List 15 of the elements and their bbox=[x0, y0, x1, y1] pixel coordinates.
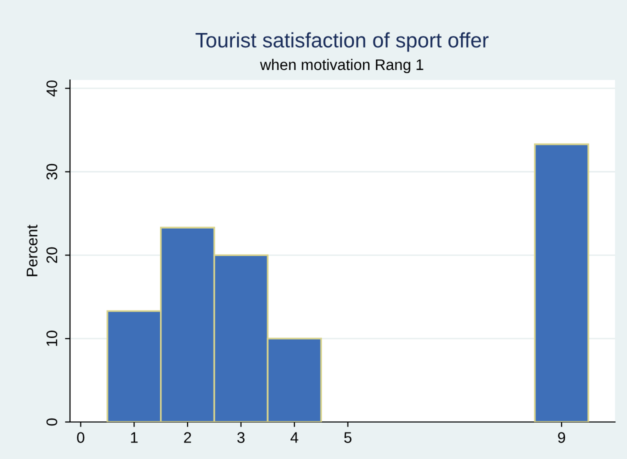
x-tick-label: 2 bbox=[184, 432, 192, 443]
x-tick-label: 9 bbox=[558, 432, 566, 443]
x-tick-label: 5 bbox=[344, 432, 352, 443]
y-tick-label: 20 bbox=[46, 247, 58, 263]
y-tick-label: 40 bbox=[46, 80, 58, 96]
y-tick-label: 10 bbox=[46, 330, 58, 346]
x-tick-label: 4 bbox=[290, 432, 298, 443]
chart-subtitle: when motivation Rang 1 bbox=[260, 58, 424, 74]
x-tick-label: 0 bbox=[77, 432, 84, 443]
y-tick-label: 0 bbox=[46, 418, 58, 426]
y-tick-label: 30 bbox=[46, 164, 58, 180]
x-tick-label: 1 bbox=[131, 432, 138, 443]
y-axis-title: Percent bbox=[26, 224, 38, 276]
x-tick-label: 3 bbox=[237, 432, 245, 443]
chart-title: Tourist satisfaction of sport offer bbox=[196, 32, 489, 52]
